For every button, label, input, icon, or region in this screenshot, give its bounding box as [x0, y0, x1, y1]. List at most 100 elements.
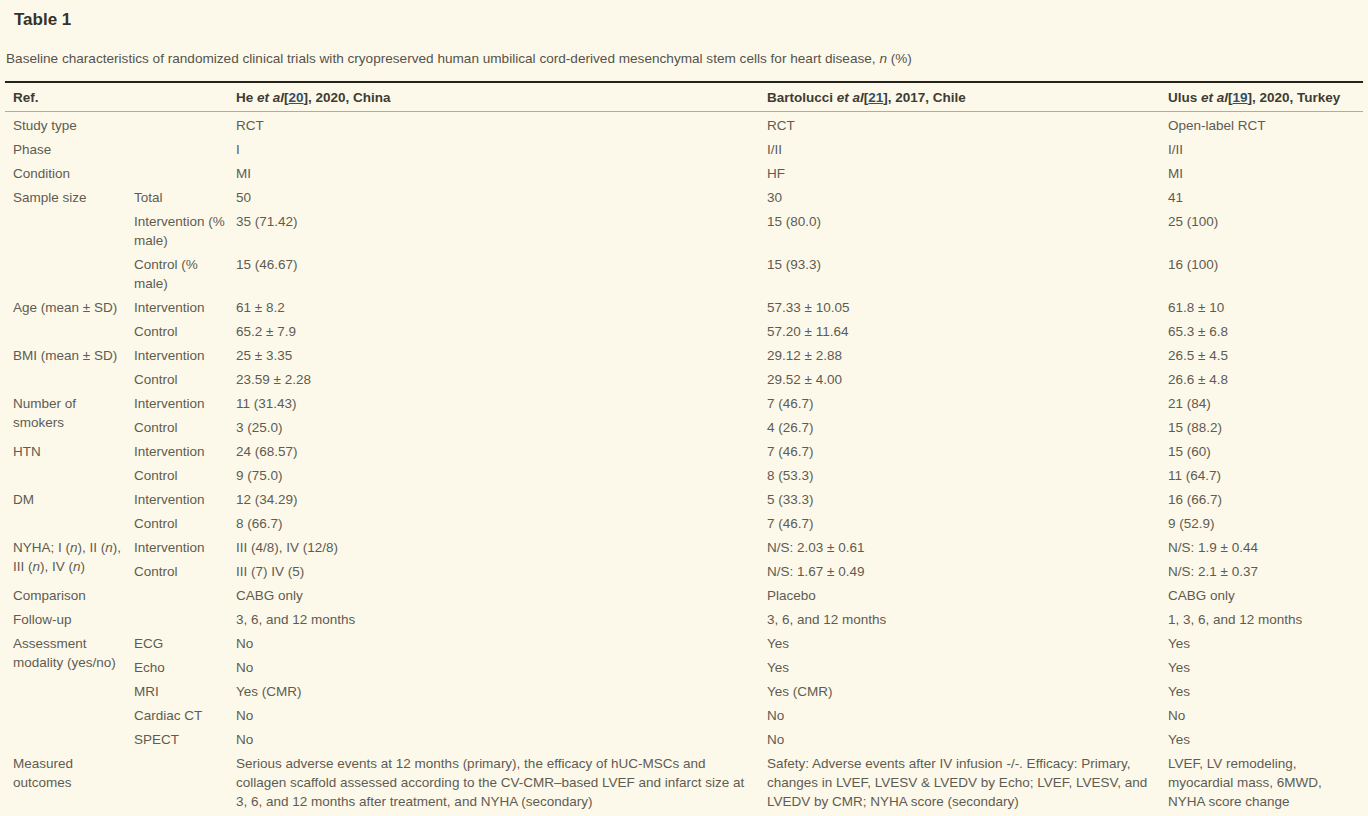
- cell-value: Yes: [1168, 680, 1363, 704]
- cell-value: 3 (25.0): [236, 416, 767, 440]
- row-sublabel: [134, 752, 236, 816]
- study-author: Bartolucci: [767, 90, 837, 105]
- row-label: Comparison: [5, 584, 134, 608]
- cell-value: 12 (34.29): [236, 488, 767, 512]
- row-sublabel: Intervention: [134, 440, 236, 464]
- cell-value: CABG only: [236, 584, 767, 608]
- table-row: Control65.2 ± 7.957.20 ± 11.6465.3 ± 6.8: [5, 320, 1363, 344]
- cell-value: Yes: [1168, 656, 1363, 680]
- cell-value: 29.12 ± 2.88: [767, 344, 1168, 368]
- row-sublabel: Intervention: [134, 296, 236, 320]
- table-row: BMI (mean ± SD)Intervention25 ± 3.3529.1…: [5, 344, 1363, 368]
- cell-value: 9 (75.0): [236, 464, 767, 488]
- row-sublabel: Control: [134, 368, 236, 392]
- cell-value: 11 (64.7): [1168, 464, 1363, 488]
- study-year-country: , 2017, Chile: [888, 90, 966, 105]
- cell-value: III (4/8), IV (12/8): [236, 536, 767, 560]
- row-label: DM: [5, 488, 134, 536]
- row-sublabel: Control: [134, 560, 236, 584]
- row-label-text: NYHA; I (: [13, 540, 70, 555]
- cell-value: III (7) IV (5): [236, 560, 767, 584]
- table-title: Table 1: [14, 10, 1364, 30]
- cell-value: 16 (100): [1168, 253, 1363, 296]
- study-etal: et al: [837, 90, 864, 105]
- row-label: NYHA; I (n), II (n), III (n), IV (n): [5, 536, 134, 584]
- table-body: Study typeRCTRCTOpen-label RCTPhaseII/II…: [5, 112, 1363, 816]
- row-sublabel: Intervention: [134, 488, 236, 512]
- study-etal: et al: [257, 90, 284, 105]
- row-label-italic: n: [73, 559, 81, 574]
- cell-value: CABG only: [1168, 584, 1363, 608]
- ref-column-header: Ref.: [5, 82, 134, 112]
- row-sublabel: [134, 112, 236, 138]
- row-sublabel: Echo: [134, 656, 236, 680]
- table-row: HTNIntervention24 (68.57)7 (46.7)15 (60): [5, 440, 1363, 464]
- table-row: Sample sizeTotal503041: [5, 186, 1363, 210]
- table-row: Control (% male)15 (46.67)15 (93.3)16 (1…: [5, 253, 1363, 296]
- cell-value: Yes (CMR): [767, 680, 1168, 704]
- table-row: Assessment modality (yes/no)ECGNoYesYes: [5, 632, 1363, 656]
- caption-text: Baseline characteristics of randomized c…: [6, 51, 879, 66]
- row-sublabel: MRI: [134, 680, 236, 704]
- cell-value: 5 (33.3): [767, 488, 1168, 512]
- row-label: Condition: [5, 162, 134, 186]
- row-label-text: ), IV (: [40, 559, 73, 574]
- cell-value: 35 (71.42): [236, 210, 767, 253]
- study-year-country: , 2020, Turkey: [1252, 90, 1340, 105]
- cell-value: No: [767, 704, 1168, 728]
- cell-value: N/S: 2.1 ± 0.37: [1168, 560, 1363, 584]
- cell-value: LVEF, LV remodeling, myocardial mass, 6M…: [1168, 752, 1363, 816]
- cell-value: No: [1168, 704, 1363, 728]
- cell-value: 30: [767, 186, 1168, 210]
- cell-value: 8 (53.3): [767, 464, 1168, 488]
- row-label: Sample size: [5, 186, 134, 296]
- table-row: PhaseII/III/II: [5, 138, 1363, 162]
- cell-value: Yes: [767, 656, 1168, 680]
- cell-value: 21 (84): [1168, 392, 1363, 416]
- citation-link-19[interactable]: 19: [1233, 90, 1248, 105]
- row-sublabel: Control: [134, 464, 236, 488]
- cell-value: 15 (60): [1168, 440, 1363, 464]
- table-row: Intervention (% male)35 (71.42)15 (80.0)…: [5, 210, 1363, 253]
- row-sublabel: ECG: [134, 632, 236, 656]
- table-row: Control9 (75.0)8 (53.3)11 (64.7): [5, 464, 1363, 488]
- row-label: BMI (mean ± SD): [5, 344, 134, 392]
- caption-suffix: (%): [887, 51, 912, 66]
- cell-value: 29.52 ± 4.00: [767, 368, 1168, 392]
- baseline-characteristics-table: Ref. He et al[20], 2020, China Bartolucc…: [5, 81, 1363, 816]
- table-row: Study typeRCTRCTOpen-label RCT: [5, 112, 1363, 138]
- header-spacer: [134, 82, 236, 112]
- cell-value: Safety: Adverse events after IV infusion…: [767, 752, 1168, 816]
- cell-value: Yes: [1168, 728, 1363, 752]
- study-etal: et al: [1201, 90, 1228, 105]
- cell-value: 7 (46.7): [767, 392, 1168, 416]
- row-sublabel: Control: [134, 320, 236, 344]
- table-row: ComparisonCABG onlyPlaceboCABG only: [5, 584, 1363, 608]
- cell-value: 23.59 ± 2.28: [236, 368, 767, 392]
- table-row: Measured outcomesSerious adverse events …: [5, 752, 1363, 816]
- table-row: Follow-up3, 6, and 12 months3, 6, and 12…: [5, 608, 1363, 632]
- cell-value: N/S: 1.67 ± 0.49: [767, 560, 1168, 584]
- row-label: Number of smokers: [5, 392, 134, 440]
- cell-value: HF: [767, 162, 1168, 186]
- row-sublabel: Intervention: [134, 392, 236, 416]
- cell-value: RCT: [236, 112, 767, 138]
- table-row: ConditionMIHFMI: [5, 162, 1363, 186]
- row-label-italic: n: [33, 559, 41, 574]
- row-label-italic: n: [105, 540, 113, 555]
- cell-value: 9 (52.9): [1168, 512, 1363, 536]
- table-caption: Baseline characteristics of randomized c…: [6, 49, 1364, 68]
- cell-value: 8 (66.7): [236, 512, 767, 536]
- cell-value: N/S: 1.9 ± 0.44: [1168, 536, 1363, 560]
- cell-value: 26.6 ± 4.8: [1168, 368, 1363, 392]
- cell-value: 61 ± 8.2: [236, 296, 767, 320]
- row-sublabel: Control: [134, 416, 236, 440]
- row-label: Follow-up: [5, 608, 134, 632]
- study-year-country: , 2020, China: [308, 90, 391, 105]
- citation-link-21[interactable]: 21: [868, 90, 883, 105]
- citation-link-20[interactable]: 20: [289, 90, 304, 105]
- cell-value: Yes: [767, 632, 1168, 656]
- cell-value: 26.5 ± 4.5: [1168, 344, 1363, 368]
- row-label: Assessment modality (yes/no): [5, 632, 134, 752]
- study-author: Ulus: [1168, 90, 1201, 105]
